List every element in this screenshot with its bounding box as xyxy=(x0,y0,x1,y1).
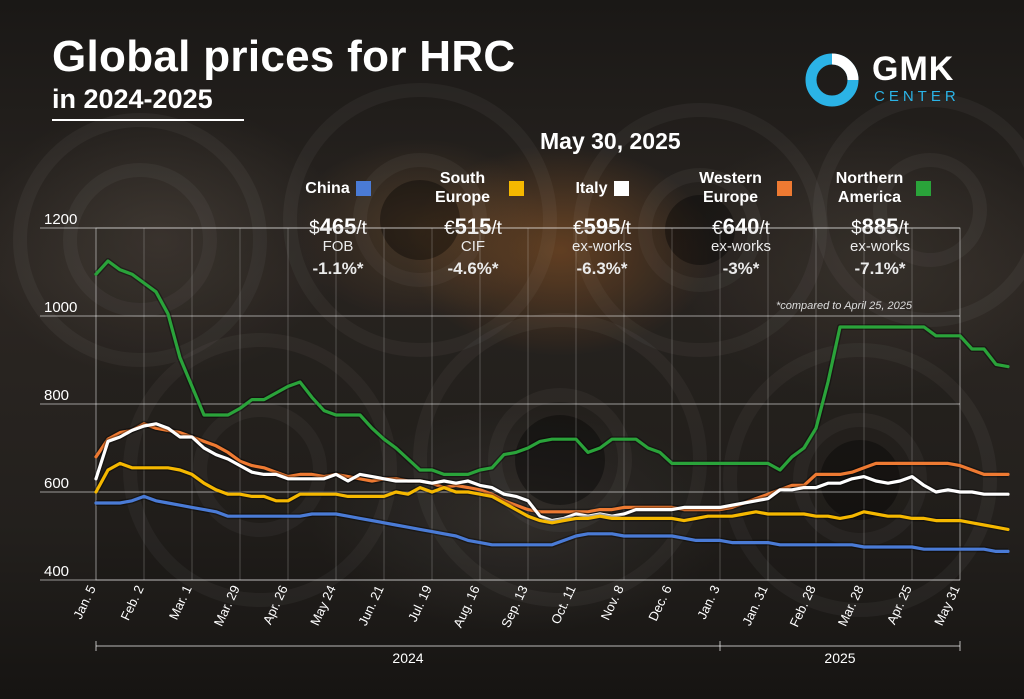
x-tick-label: Nov. 8 xyxy=(598,583,627,623)
price-change: -6.3%* xyxy=(542,259,662,279)
market-4: Northern America$885/tex-works-7.1%* xyxy=(820,168,940,279)
market-name: Italy xyxy=(542,168,662,208)
legend-swatch xyxy=(355,180,371,196)
series-line-western-europe xyxy=(94,422,1010,514)
y-tick-label: 600 xyxy=(44,475,69,492)
x-tick-label: Oct. 11 xyxy=(548,583,579,626)
x-tick-label: May 24 xyxy=(307,583,339,628)
x-tick-label: Mar. 1 xyxy=(166,583,195,622)
series-line-northern-america xyxy=(94,259,1010,476)
legend-swatch xyxy=(915,180,931,196)
gmk-logo: GMK CENTER xyxy=(802,50,982,110)
series-line-italy xyxy=(94,422,1010,523)
y-tick-label: 1200 xyxy=(44,211,77,228)
price-basis: CIF xyxy=(413,238,533,255)
price-change: -7.1%* xyxy=(820,259,940,279)
x-tick-label: Feb. 28 xyxy=(786,583,818,629)
price-basis: FOB xyxy=(278,238,398,255)
logo-sub: CENTER xyxy=(874,88,960,105)
price-basis: ex-works xyxy=(820,238,940,255)
legend-swatch xyxy=(508,180,524,196)
chart-title: Global prices for HRC xyxy=(52,32,516,81)
price-basis: ex-works xyxy=(542,238,662,255)
market-name: Northern America xyxy=(820,168,940,208)
title-underline xyxy=(52,119,244,121)
x-tick-label: Jul. 19 xyxy=(405,583,435,624)
price-value: 515 xyxy=(454,214,492,239)
x-tick-label: Jan. 5 xyxy=(70,583,99,621)
price-value: 885 xyxy=(861,214,899,239)
price-value: 595 xyxy=(583,214,621,239)
price-change: -1.1%* xyxy=(278,259,398,279)
market-2: Italy€595/tex-works-6.3%* xyxy=(542,168,662,279)
x-tick-label: Sep. 13 xyxy=(498,583,531,630)
logo-ring-icon xyxy=(805,53,859,107)
chart-subtitle: in 2024-2025 xyxy=(52,84,213,114)
market-name: South Europe xyxy=(413,168,533,208)
market-name: Western Europe xyxy=(681,168,801,208)
legend-swatch xyxy=(613,180,629,196)
x-tick-label: May 31 xyxy=(931,583,963,628)
price-change: -3%* xyxy=(681,259,801,279)
price-value: 640 xyxy=(722,214,760,239)
x-tick-label: Mar. 28 xyxy=(835,583,867,629)
x-tick-label: Dec. 6 xyxy=(645,583,674,623)
x-tick-label: Apr. 26 xyxy=(260,583,291,627)
year-label: 2024 xyxy=(392,650,423,666)
x-tick-label: Feb. 2 xyxy=(118,583,147,623)
x-tick-label: Jan. 3 xyxy=(694,583,723,621)
price-basis: ex-works xyxy=(681,238,801,255)
x-tick-label: Jun. 21 xyxy=(355,583,387,628)
x-tick-label: Apr. 25 xyxy=(884,583,915,627)
x-tick-label: Jan. 31 xyxy=(739,583,771,628)
market-name: China xyxy=(278,168,398,208)
x-tick-label: Aug. 16 xyxy=(450,583,483,630)
logo-name: GMK xyxy=(872,50,955,88)
y-tick-label: 800 xyxy=(44,387,69,404)
price-date: May 30, 2025 xyxy=(540,128,681,154)
year-label: 2025 xyxy=(824,650,855,666)
x-tick-label: Mar. 29 xyxy=(211,583,243,629)
series-line-south-europe xyxy=(94,461,1010,532)
price-value: 465 xyxy=(319,214,357,239)
series-line-china xyxy=(94,494,1010,554)
y-tick-label: 400 xyxy=(44,563,69,580)
y-tick-label: 1000 xyxy=(44,299,77,316)
comparison-note: *compared to April 25, 2025 xyxy=(776,300,912,312)
legend-swatch xyxy=(776,180,792,196)
price-change: -4.6%* xyxy=(413,259,533,279)
